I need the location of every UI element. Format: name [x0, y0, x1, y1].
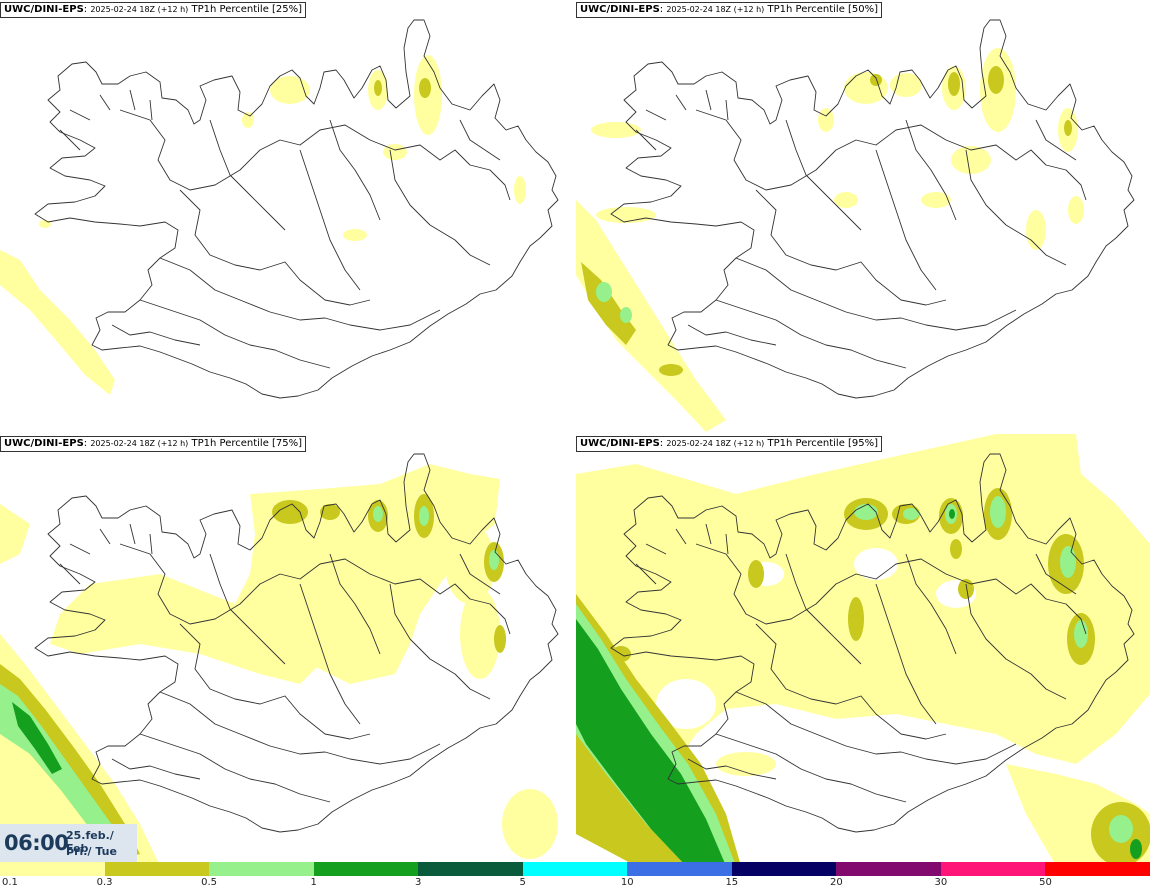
panel-title: UWC/DINI-EPS: 2025-02-24 18Z (+12 h) TP1…: [576, 436, 883, 452]
colorbar-label: 0.1: [2, 877, 18, 888]
panel-title: UWC/DINI-EPS: 2025-02-24 18Z (+12 h) TP1…: [0, 436, 307, 452]
valid-date: 25.feb./ Feb: [66, 829, 114, 855]
colorbar-label: 5: [519, 877, 526, 888]
colorbar-swatch: [627, 862, 733, 876]
colorbar-swatch: [0, 862, 106, 876]
colorbar-label: 1: [310, 877, 317, 888]
map-panel-p50: UWC/DINI-EPS: 2025-02-24 18Z (+12 h) TP1…: [576, 0, 1150, 432]
colorbar-swatch: [940, 862, 1047, 876]
colorbar-label: 20: [829, 877, 843, 888]
map-canvas: [576, 434, 1150, 866]
colorbar-label: 0.3: [96, 877, 113, 888]
valid-time: 06:00: [4, 831, 69, 855]
colorbar-label: 50: [1039, 877, 1052, 888]
colorbar-label: 0.5: [201, 877, 218, 888]
panel-title: UWC/DINI-EPS: 2025-02-24 18Z (+12 h) TP1…: [576, 2, 883, 18]
colorbar-label: 30: [934, 877, 948, 888]
colorbar-label: 15: [725, 877, 739, 888]
colorbar-swatch: [313, 862, 420, 876]
valid-time-box: 06:00 25.feb./ Feb Þri./ Tue: [0, 824, 137, 862]
map-canvas: [0, 453, 559, 866]
colorbar-swatch: [418, 862, 524, 876]
colorbar-swatch: [522, 862, 629, 876]
map-panel-p25: UWC/DINI-EPS: 2025-02-24 18Z (+12 h) TP1…: [0, 0, 574, 432]
colorbar-swatch: [209, 862, 315, 876]
colorbar-label: 3: [414, 877, 422, 888]
map-panel-p75: UWC/DINI-EPS: 2025-02-24 18Z (+12 h) TP1…: [0, 434, 574, 866]
colorbar-swatch: [836, 862, 942, 876]
map-canvas: [576, 19, 1135, 432]
precip-colorbar: 0.1 0.3 0.5 1 3 5 10 15 20 30 50: [0, 862, 1150, 891]
colorbar-label: 10: [620, 877, 634, 888]
map-canvas: [0, 19, 559, 399]
panel-title: UWC/DINI-EPS: 2025-02-24 18Z (+12 h) TP1…: [0, 2, 307, 18]
valid-weekday: Þri./ Tue: [66, 845, 117, 858]
colorbar-swatch: [731, 862, 838, 876]
colorbar-swatch: [104, 862, 211, 876]
colorbar-swatch: [1045, 862, 1150, 876]
map-panel-p95: UWC/DINI-EPS: 2025-02-24 18Z (+12 h) TP1…: [576, 434, 1150, 866]
